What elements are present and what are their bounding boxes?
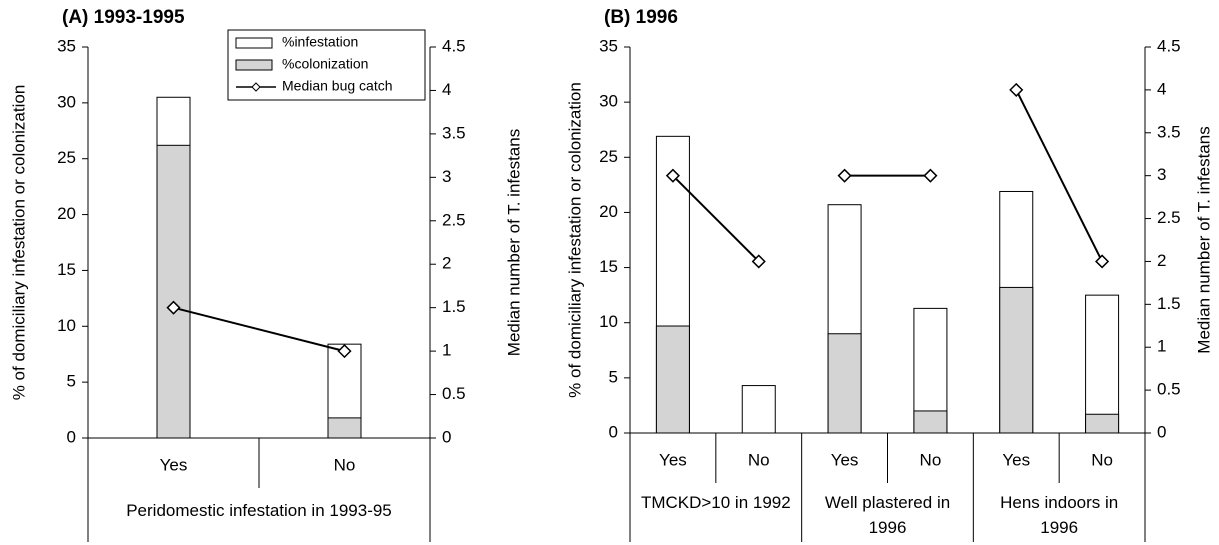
- y-tick-label: 30: [599, 92, 618, 111]
- x-tick-label: No: [1091, 450, 1113, 469]
- chart-title: (A) 1993-1995: [62, 7, 185, 28]
- marker: [837, 168, 852, 183]
- y-tick-label: 25: [599, 147, 618, 166]
- legend-label: Median bug catch: [282, 78, 393, 94]
- y-tick-label: 25: [57, 148, 76, 167]
- x-tick-label: Yes: [831, 450, 859, 469]
- y2-axis-label: Median number of T. infestans: [504, 129, 523, 356]
- y2-tick-label: 2.5: [1157, 208, 1181, 227]
- y2-tick-label: 0.5: [1157, 380, 1181, 399]
- legend-marker: [251, 82, 261, 92]
- bar: [156, 144, 191, 439]
- bar: [741, 385, 776, 434]
- bar: [827, 333, 862, 434]
- marker: [1009, 82, 1024, 97]
- y2-tick-label: 4: [1157, 79, 1166, 98]
- y2-tick-label: 2: [442, 254, 451, 273]
- x-tick-label: No: [334, 455, 356, 474]
- marker: [665, 168, 680, 183]
- y2-tick-label: 1.5: [442, 297, 466, 316]
- group-label: Well plastered in 1996: [824, 493, 951, 537]
- x-tick-label: No: [748, 450, 770, 469]
- marker: [166, 300, 181, 315]
- y2-tick-label: 0.5: [442, 384, 466, 403]
- y-tick-label: 0: [609, 422, 618, 441]
- y2-tick-label: 1: [442, 341, 451, 360]
- y-tick-label: 5: [609, 367, 618, 386]
- x-tick-label: Yes: [160, 455, 188, 474]
- chart-title: (B) 1996: [604, 7, 678, 28]
- y2-tick-label: 1.5: [1157, 294, 1181, 313]
- bar: [327, 417, 362, 439]
- y2-tick-label: 4: [442, 80, 451, 99]
- y2-tick-label: 3: [1157, 165, 1166, 184]
- bar: [999, 286, 1034, 434]
- group-label: Peridomestic infestation in 1993-95: [126, 501, 392, 520]
- y2-tick-label: 0: [1157, 422, 1166, 441]
- y-tick-label: 20: [57, 204, 76, 223]
- y-tick-label: 15: [599, 257, 618, 276]
- legend-label: %colonization: [282, 56, 368, 72]
- line: [1015, 89, 1103, 262]
- y2-axis-label: Median number of T. infestans: [1194, 126, 1213, 353]
- y-tick-label: 10: [599, 312, 618, 331]
- y-tick-label: 10: [57, 316, 76, 335]
- marker: [751, 254, 766, 269]
- legend-swatch: [235, 37, 273, 49]
- y-axis-label: % of domiciliary infestation or coloniza…: [565, 82, 584, 398]
- y2-tick-label: 3.5: [1157, 122, 1181, 141]
- y2-tick-label: 3: [442, 167, 451, 186]
- y-tick-label: 5: [67, 372, 76, 391]
- legend-swatch: [235, 59, 273, 71]
- x-tick-label: Yes: [1002, 450, 1030, 469]
- bar: [1085, 294, 1120, 434]
- bar: [655, 325, 690, 434]
- y-axis-label: % of domiciliary infestation or coloniza…: [9, 85, 28, 401]
- y-tick-label: 30: [57, 92, 76, 111]
- bar: [913, 410, 948, 434]
- marker: [337, 344, 352, 359]
- y2-tick-label: 2: [1157, 251, 1166, 270]
- y-tick-label: 15: [57, 260, 76, 279]
- y-tick-label: 35: [57, 36, 76, 55]
- x-tick-label: Yes: [659, 450, 687, 469]
- marker: [923, 168, 938, 183]
- y2-tick-label: 4.5: [1157, 36, 1181, 55]
- legend-label: %infestation: [282, 34, 358, 50]
- bar: [1085, 413, 1120, 434]
- line: [173, 306, 345, 353]
- y2-tick-label: 1: [1157, 337, 1166, 356]
- marker: [1095, 254, 1110, 269]
- y2-tick-label: 3.5: [442, 123, 466, 142]
- group-label: Hens indoors in 1996: [1000, 493, 1119, 537]
- y2-tick-label: 2.5: [442, 210, 466, 229]
- y-tick-label: 35: [599, 36, 618, 55]
- y2-tick-label: 0: [442, 427, 451, 446]
- y2-tick-label: 4.5: [442, 36, 466, 55]
- y-tick-label: 20: [599, 202, 618, 221]
- line: [672, 174, 760, 263]
- y-tick-label: 0: [67, 427, 76, 446]
- group-label: TMCKD>10 in 1992: [640, 493, 791, 512]
- x-tick-label: No: [920, 450, 942, 469]
